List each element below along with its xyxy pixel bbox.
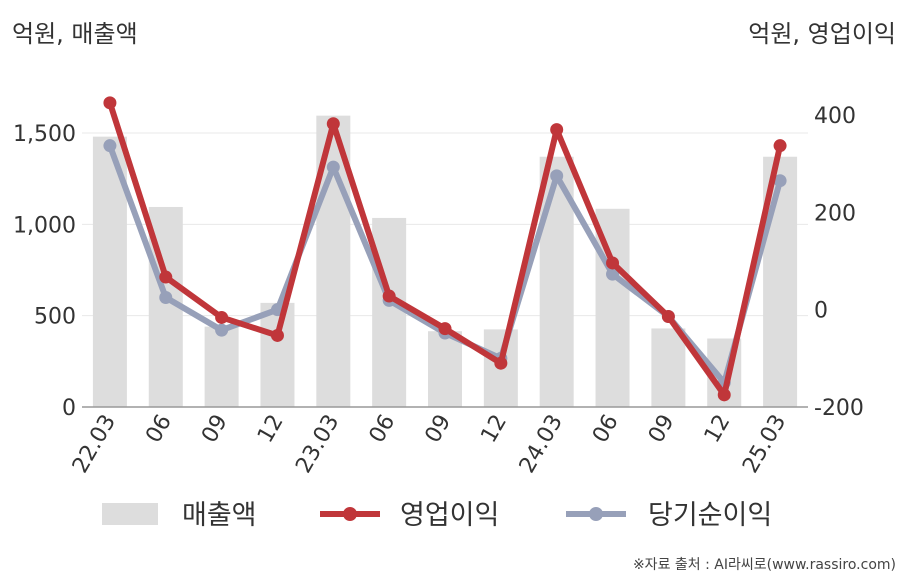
operating-profit-point [215,310,229,324]
x-axis-tick-label: 23.03 [291,411,344,478]
net-income-point [215,323,229,337]
x-axis-tick-label: 06 [365,411,401,448]
x-axis-tick-label: 06 [141,411,177,448]
operating-profit-point [606,256,620,270]
x-axis-tick-label: 24.03 [515,411,568,478]
x-axis-tick-label: 12 [253,411,289,448]
net-income-point [606,267,620,281]
x-axis-tick-label: 12 [700,411,736,448]
x-axis-tick-label: 12 [476,411,512,448]
left-axis-tick-label: 1,500 [13,122,76,147]
legend-revenue-label: 매출액 [182,500,257,531]
revenue-bar [651,328,686,407]
operating-profit-point [159,270,173,284]
net-income-point [773,174,787,188]
right-axis-tick-label: 200 [814,201,856,226]
x-axis-tick-label: 06 [588,411,624,448]
x-axis-tick-label: 09 [644,411,680,448]
operating-profit-point [326,117,340,131]
revenue-bar [428,331,462,407]
net-income-point [159,291,173,304]
revenue-bar [260,302,295,407]
left-axis-unit-label: 억원, 매출액 [12,20,138,48]
right-axis-tick-label: 400 [814,104,856,129]
revenue-bar [372,217,407,407]
legend-revenue-swatch [102,503,158,525]
revenue-bar [204,326,239,407]
legend-net-income-swatch-marker [589,507,603,521]
x-axis-tick-label: 09 [421,411,457,448]
net-income-point [550,169,564,183]
operating-profit-point [270,328,284,342]
operating-profit-point [438,322,452,336]
operating-profit-point [773,139,787,153]
right-axis-unit-label: 억원, 영업이익 [748,20,896,48]
operating-profit-point [717,388,731,402]
operating-profit-point [494,356,508,370]
left-axis-tick-label: 1,000 [13,213,76,238]
legend-net-income-label: 당기순이익 [648,500,772,531]
operating-profit-point [661,309,675,323]
legend-operating-profit-swatch-marker [343,507,357,521]
right-axis-tick-label: 0 [814,299,828,324]
legend-operating-profit-label: 영업이익 [400,500,499,531]
x-axis-tick-label: 09 [197,411,233,448]
source-note: ※자료 출처 : AI라씨로(www.rassiro.com) [632,557,896,573]
left-axis-tick-label: 0 [62,396,76,421]
operating-profit-point [103,96,117,110]
operating-profit-point [550,123,564,137]
net-income-point [103,139,117,153]
x-axis-tick-label: 25.03 [738,411,791,478]
operating-profit-point [382,289,396,303]
left-axis-tick-label: 500 [34,305,76,330]
net-income-point [326,160,340,174]
right-axis-tick-label: -200 [814,396,864,421]
